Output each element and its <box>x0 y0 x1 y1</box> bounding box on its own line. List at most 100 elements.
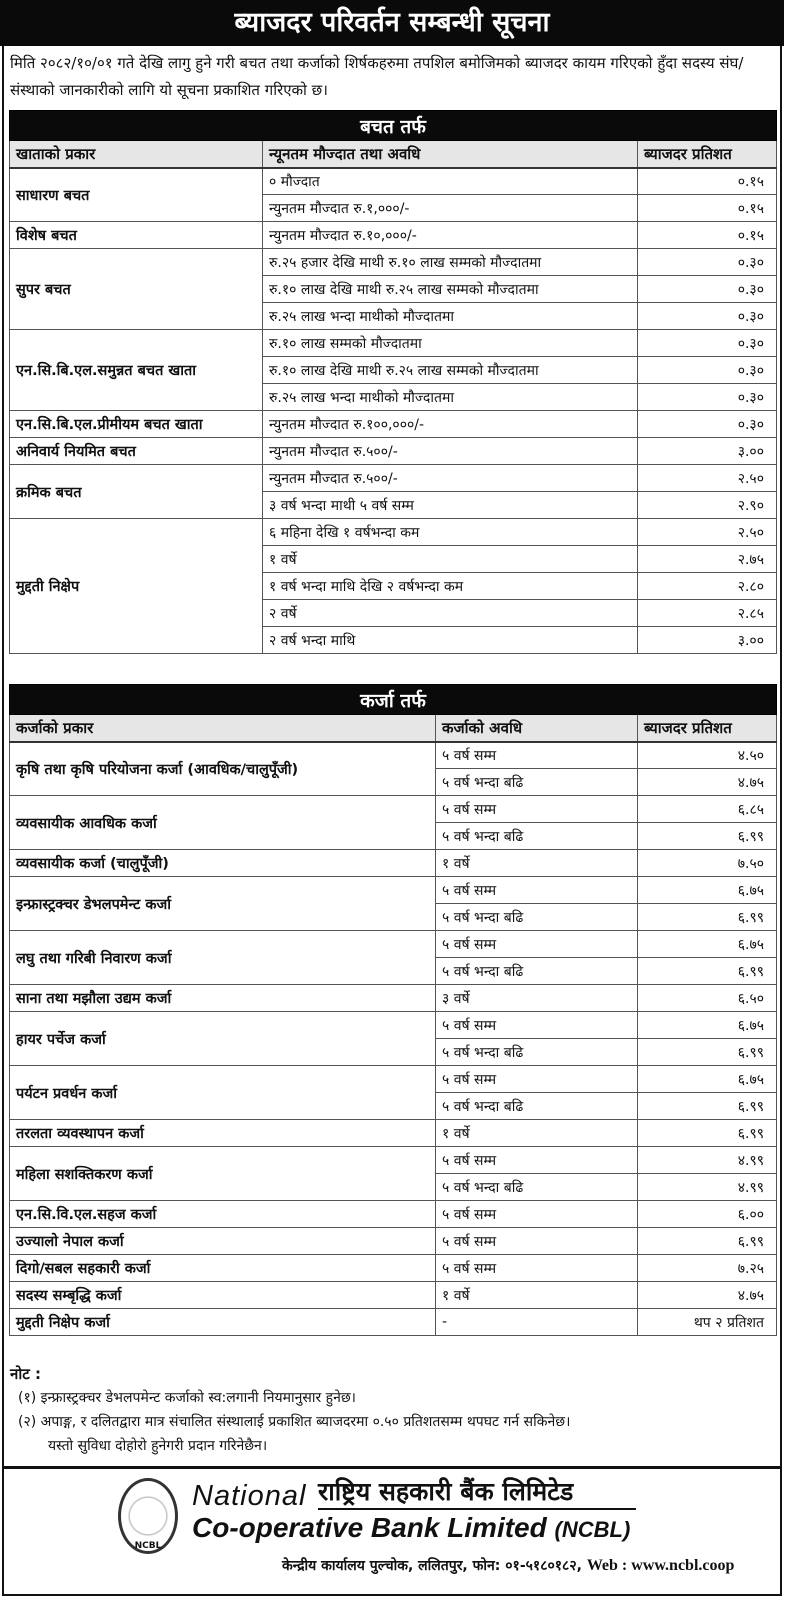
table-row: १ वर्षे २.७५ <box>10 545 777 573</box>
row-rate: ०.१५ <box>637 194 777 222</box>
column-header: न्यूनतम मौज्दात तथा अवधि <box>262 140 638 169</box>
row-rate: ७.२५ <box>636 1254 778 1282</box>
row-rate: ६.८५ <box>636 795 778 823</box>
row-term: ६ महिना देखि १ वर्षभन्दा कम <box>262 518 638 546</box>
table-row: सुपर बचत रु.२५ हजार देखि माथी रु.१० लाख स… <box>9 248 777 330</box>
address: केन्द्रीय कार्यालय पुल्चोक, ललितपुर, फोन… <box>282 1558 582 1574</box>
row-term: - <box>435 1308 638 1336</box>
note-item: (१) इन्फ्रास्ट्रक्चर डेभलपमेन्ट कर्जाको … <box>18 1390 356 1406</box>
table-row: ३ वर्ष भन्दा माथी ५ वर्ष सम्म २.९० <box>10 491 777 519</box>
notes-heading: नोट : <box>10 1365 41 1383</box>
bank-name-np: राष्ट्रिय सहकारी बैंक लिमिटेड <box>318 1474 636 1510</box>
table-row: अनिवार्य नियमित बचत न्युनतम मौज्दात रु.५०… <box>9 437 777 465</box>
row-term: रु.२५ हजार देखि माथी रु.१० लाख सम्मको मौ… <box>262 248 638 276</box>
row-term: ५ वर्ष सम्म <box>435 1254 638 1282</box>
row-rate: ४.७५ <box>636 1281 778 1309</box>
page-frame <box>2 0 782 1596</box>
row-rate: ०.३० <box>637 248 777 276</box>
table-row: मुद्दती निक्षेप ६ महिना देखि १ वर्षभन्दा … <box>9 518 777 654</box>
table-row: मुद्दती निक्षेप कर्जा - थप २ प्रतिशत <box>9 1308 778 1336</box>
table-row: साधारण बचत ० मौज्दात ०.१५ <box>9 167 777 222</box>
row-term: १ वर्ष भन्दा माथि देखि २ वर्षभन्दा कम <box>262 572 638 600</box>
website-link[interactable]: Web : www.ncbl.coop <box>586 1557 735 1574</box>
row-term: ३ वर्षे <box>435 984 638 1012</box>
row-term: न्युनतम मौज्दात रु.१००,०००/- <box>262 410 638 438</box>
row-term: ५ वर्ष सम्म <box>435 1065 638 1093</box>
row-type: व्यवसायीक कर्जा (चालुपूँजी) <box>9 849 436 877</box>
table-row: ५ वर्ष भन्दा बढि ४.७५ <box>10 768 778 796</box>
row-term: ५ वर्ष सम्म <box>435 1200 638 1228</box>
column-header: कर्जाको अवधि <box>435 714 638 743</box>
table-row: साना तथा मझौला उद्यम कर्जा ३ वर्षे ६.५० <box>9 984 778 1012</box>
column-header: ब्याजदर प्रतिशत <box>636 714 778 743</box>
row-rate: ६.९९ <box>636 1227 778 1255</box>
bank-name-en-line1: National <box>192 1480 307 1512</box>
row-rate: ०.१५ <box>637 167 777 195</box>
row-type: सदस्य सम्बृद्धि कर्जा <box>9 1281 436 1309</box>
note-continuation: यस्तो सुविधा दोहोरो हुनेगरी प्रदान गरिने… <box>48 1438 268 1454</box>
row-term: ५ वर्ष भन्दा बढि <box>435 1092 638 1120</box>
row-rate: ६.९९ <box>636 903 778 931</box>
table-row: व्यवसायीक आवधिक कर्जा ५ वर्ष सम्म ६.८५ <box>9 795 778 850</box>
row-term: ० मौज्दात <box>262 167 638 195</box>
row-rate: ०.३० <box>637 275 777 303</box>
row-rate: ३.०० <box>637 437 777 465</box>
row-rate: २.८५ <box>637 599 777 627</box>
row-type: कृषि तथा कृषि परियोजना कर्जा (आवधिक/चालु… <box>9 741 436 796</box>
column-header: कर्जाको प्रकार <box>9 714 436 743</box>
row-rate: ६.९९ <box>636 1038 778 1066</box>
row-type: सुपर बचत <box>9 248 263 330</box>
bank-name-en-line2: Co-operative Bank Limited (NCBL) <box>192 1512 630 1544</box>
loans-table: कर्जा तर्फ कर्जाको प्रकार कर्जाको अवधि ब… <box>8 684 778 1336</box>
row-type: विशेष बचत <box>9 221 263 249</box>
row-rate: २.८० <box>637 572 777 600</box>
column-header: खाताको प्रकार <box>9 140 263 169</box>
row-type: साना तथा मझौला उद्यम कर्जा <box>9 984 436 1012</box>
row-type: महिला सशक्तिकरण कर्जा <box>9 1146 436 1201</box>
row-rate: ६.५० <box>636 984 778 1012</box>
table-row: उज्यालो नेपाल कर्जा ५ वर्ष सम्म ६.९९ <box>9 1227 778 1255</box>
row-type: इन्फ्रास्ट्रक्चर डेभलपमेन्ट कर्जा <box>9 876 436 931</box>
row-term: न्युनतम मौज्दात रु.५००/- <box>262 437 638 465</box>
row-rate: ६.९९ <box>636 822 778 850</box>
row-term: ५ वर्ष सम्म <box>435 741 638 769</box>
table-row: ५ वर्ष भन्दा बढि ६.९९ <box>10 1092 778 1120</box>
table-row: २ वर्ष भन्दा माथि ३.०० <box>10 626 777 654</box>
row-term: न्युनतम मौज्दात रु.५००/- <box>262 464 638 492</box>
table-row: रु.२५ लाख भन्दा माथीको मौज्दातमा ०.३० <box>10 383 777 411</box>
row-term: ५ वर्ष भन्दा बढि <box>435 822 638 850</box>
row-rate: ६.९९ <box>636 957 778 985</box>
table-row: ५ वर्ष भन्दा बढि ४.९९ <box>10 1173 778 1201</box>
table-row: तरलता व्यवस्थापन कर्जा १ वर्षे ६.९९ <box>9 1119 778 1147</box>
notes-section: नोट : (१) इन्फ्रास्ट्रक्चर डेभलपमेन्ट कर… <box>10 1362 780 1458</box>
row-rate: ०.३० <box>637 329 777 357</box>
row-type: दिगो/सबल सहकारी कर्जा <box>9 1254 436 1282</box>
row-term: ५ वर्ष भन्दा बढि <box>435 768 638 796</box>
table-row: दिगो/सबल सहकारी कर्जा ५ वर्ष सम्म ७.२५ <box>9 1254 778 1282</box>
table-row: सदस्य सम्बृद्धि कर्जा १ वर्षे ४.७५ <box>9 1281 778 1309</box>
row-type: पर्यटन प्रवर्धन कर्जा <box>9 1065 436 1120</box>
seal-text: NCBL <box>134 1541 162 1551</box>
row-term: २ वर्षे <box>262 599 638 627</box>
row-type: हायर पर्चेज कर्जा <box>9 1011 436 1066</box>
row-term: ५ वर्ष भन्दा बढि <box>435 1038 638 1066</box>
row-term: ५ वर्ष सम्म <box>435 1146 638 1174</box>
row-term: ५ वर्ष सम्म <box>435 795 638 823</box>
row-rate: ४.७५ <box>636 768 778 796</box>
address-line: केन्द्रीय कार्यालय पुल्चोक, ललितपुर, फोन… <box>282 1556 734 1575</box>
row-rate: २.७५ <box>637 545 777 573</box>
row-type: मुद्दती निक्षेप कर्जा <box>9 1308 436 1336</box>
row-term: ५ वर्ष भन्दा बढि <box>435 903 638 931</box>
row-term: २ वर्ष भन्दा माथि <box>262 626 638 654</box>
row-rate: ०.३० <box>637 410 777 438</box>
row-term: १ वर्षे <box>435 1119 638 1147</box>
table-row: कृषि तथा कृषि परियोजना कर्जा (आवधिक/चालु… <box>9 741 778 796</box>
table-row: ५ वर्ष भन्दा बढि ६.९९ <box>10 903 778 931</box>
row-rate: ३.०० <box>637 626 777 654</box>
row-type: एन.सि.बि.एल.समुन्नत बचत खाता <box>9 329 263 411</box>
row-term: १ वर्षे <box>262 545 638 573</box>
row-type: तरलता व्यवस्थापन कर्जा <box>9 1119 436 1147</box>
row-term: रु.२५ लाख भन्दा माथीको मौज्दातमा <box>262 302 638 330</box>
row-term: १ वर्षे <box>435 849 638 877</box>
row-term: न्युनतम मौज्दात रु.१०,०००/- <box>262 221 638 249</box>
